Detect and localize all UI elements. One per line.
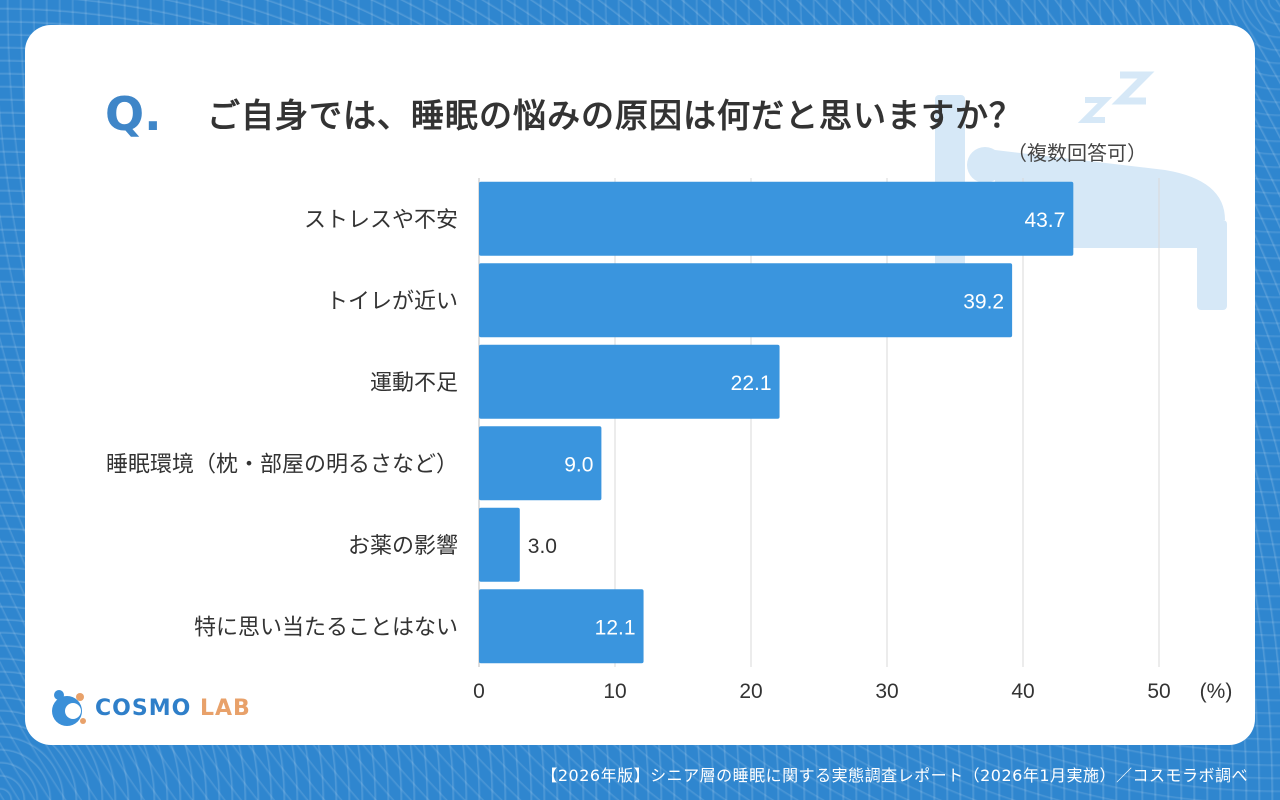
- logo: COSMO LAB: [47, 687, 251, 729]
- bar-0: [479, 181, 1074, 256]
- cosmo-logo-icon: [52, 690, 86, 726]
- value-label-0: 43.7: [1024, 209, 1065, 232]
- x-tick-label-0: 0: [473, 680, 485, 703]
- logo-text: COSMO LAB: [95, 696, 251, 721]
- category-label-3: 睡眠環境（枕・部屋の明るさなど）: [106, 452, 458, 477]
- category-label-4: お薬の影響: [348, 534, 458, 559]
- bar-5: [479, 589, 644, 664]
- x-tick-label-20: 20: [739, 680, 762, 703]
- chart-subtitle: （複数回答可）: [1007, 141, 1147, 165]
- bar-4: [479, 507, 520, 582]
- category-label-5: 特に思い当たることはない: [194, 615, 458, 640]
- value-label-1: 39.2: [963, 290, 1004, 313]
- bar-1: [479, 263, 1013, 338]
- question-mark: Q.: [105, 87, 162, 141]
- value-label-2: 22.1: [731, 372, 772, 395]
- category-label-1: トイレが近い: [326, 289, 458, 314]
- x-tick-label-50: 50: [1147, 680, 1170, 703]
- category-label-2: 運動不足: [370, 371, 458, 396]
- logo-suffix: LAB: [199, 695, 251, 721]
- chart-title: ご自身では、睡眠の悩みの原因は何だと思いますか？: [207, 96, 1023, 135]
- value-label-4: 3.0: [528, 535, 557, 558]
- value-label-5: 12.1: [595, 616, 636, 639]
- value-label-3: 9.0: [564, 453, 593, 476]
- x-axis-unit: (%): [1200, 680, 1233, 703]
- bar-3: [479, 426, 602, 501]
- x-tick-label-10: 10: [603, 680, 626, 703]
- bar-chart: 0 10 20 30 40 50 (%) ストレスや不安 43.7 トイレが近い 39.2 運動不足 2…: [106, 178, 1233, 703]
- bar-2: [479, 344, 780, 419]
- x-tick-label-40: 40: [1011, 680, 1034, 703]
- logo-name: COSMO: [95, 695, 192, 721]
- footer-source: 【2026年版】シニア層の睡眠に関する実態調査レポート（2026年1月実施）／コ…: [541, 766, 1248, 785]
- x-tick-label-30: 30: [875, 680, 898, 703]
- category-label-0: ストレスや不安: [304, 208, 458, 233]
- chart-card: Q. ご自身では、睡眠の悩みの原因は何だと思いますか？ （複数回答可） 0 10 2…: [25, 25, 1255, 745]
